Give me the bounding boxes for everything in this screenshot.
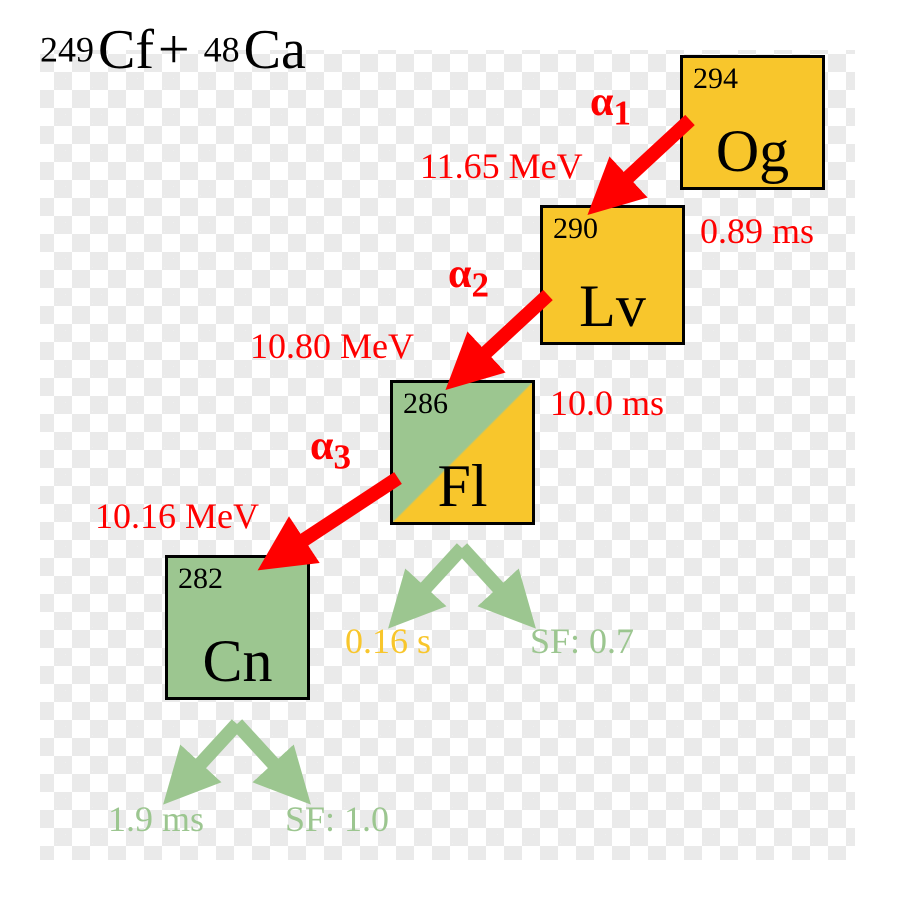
nuclide-cn-symbol: Cn [168, 631, 307, 691]
plus-sign: + [158, 19, 204, 81]
nuclide-fl-mass: 286 [403, 387, 448, 421]
nuclide-og: 294 Og [680, 55, 825, 190]
white-margin [0, 860, 900, 900]
reaction-formula: 249 Cf + 48 Ca [40, 18, 306, 82]
label-sfcn: SF: 1.0 [285, 798, 389, 840]
label-e2: 10.80 MeV [250, 325, 414, 367]
nuclide-og-mass: 294 [693, 62, 738, 96]
ca-symbol: Ca [244, 19, 306, 81]
nuclide-og-symbol: Og [683, 121, 822, 181]
label-sffl: SF: 0.7 [530, 620, 634, 662]
label-e3: 10.16 MeV [95, 495, 259, 537]
label-alpha3: α3 [310, 422, 351, 477]
label-tcn: 1.9 ms [108, 798, 204, 840]
nuclide-fl: 286 Fl [390, 380, 535, 525]
label-tfl: 0.16 s [345, 620, 431, 662]
nuclide-cn-mass: 282 [178, 562, 223, 596]
nuclide-lv: 290 Lv [540, 205, 685, 345]
nuclide-cn: 282 Cn [165, 555, 310, 700]
label-e1: 11.65 MeV [420, 145, 583, 187]
white-margin [855, 0, 900, 900]
label-alpha2: α2 [448, 250, 489, 305]
nuclide-lv-symbol: Lv [543, 276, 682, 336]
white-margin [0, 0, 40, 900]
cf-mass: 249 [40, 30, 94, 70]
label-t2: 10.0 ms [550, 382, 664, 424]
cf-symbol: Cf [98, 19, 154, 81]
nuclide-lv-mass: 290 [553, 212, 598, 246]
nuclide-fl-symbol: Fl [393, 456, 532, 516]
ca-mass: 48 [204, 30, 240, 70]
label-t1: 0.89 ms [700, 210, 814, 252]
label-alpha1: α1 [590, 78, 631, 133]
